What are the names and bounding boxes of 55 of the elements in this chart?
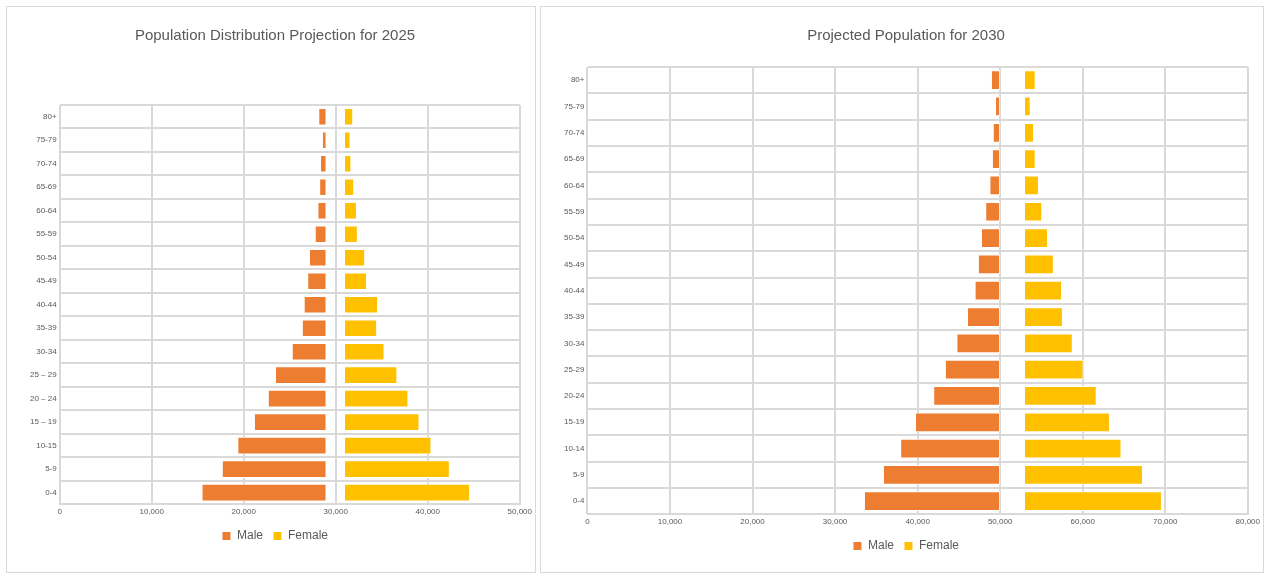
chart-title: Projected Population for 2030 — [807, 26, 1005, 44]
y-tick-label: 65-69 — [563, 154, 585, 164]
y-tick-label: 5-9 — [45, 464, 58, 474]
legend-label: Male — [236, 528, 264, 543]
x-tick-label: 50,000 — [507, 507, 533, 517]
legend-label: Male — [867, 538, 895, 553]
y-tick-label: 20-24 — [563, 391, 585, 401]
y-tick-label: 50-54 — [36, 252, 58, 262]
x-tick-label: 0 — [585, 517, 591, 527]
y-tick-label: 0-4 — [45, 487, 58, 497]
y-tick-label: 35-39 — [36, 323, 58, 333]
y-tick-label: 80+ — [43, 111, 58, 121]
y-tick-label: 40-44 — [563, 285, 585, 295]
x-tick-label: 10,000 — [139, 507, 165, 517]
y-tick-label: 75-79 — [563, 101, 585, 111]
y-tick-label: 30-34 — [563, 338, 585, 348]
x-tick-label: 20,000 — [740, 517, 766, 527]
x-tick-label: 40,000 — [905, 517, 931, 527]
y-tick-label: 55-59 — [563, 206, 585, 216]
y-tick-label: 35-39 — [563, 312, 585, 322]
x-tick-label: 0 — [57, 507, 63, 517]
x-tick-label: 50,000 — [987, 517, 1013, 527]
y-tick-label: 45-49 — [563, 259, 585, 269]
y-tick-label: 30-34 — [36, 346, 58, 356]
y-tick-label: 15-19 — [563, 417, 585, 427]
y-tick-label: 80+ — [570, 75, 585, 85]
y-tick-label: 60-64 — [563, 180, 585, 190]
y-tick-label: 40-44 — [36, 299, 58, 309]
x-tick-label: 80,000 — [1235, 517, 1261, 527]
x-tick-label: 30,000 — [323, 507, 349, 517]
x-tick-label: 20,000 — [231, 507, 257, 517]
y-tick-label: 55-59 — [36, 229, 58, 239]
legend-label: Female — [288, 528, 329, 543]
x-tick-label: 10,000 — [657, 517, 683, 527]
y-tick-label: 0-4 — [572, 496, 586, 506]
y-tick-label: 45-49 — [36, 276, 58, 286]
y-tick-label: 50-54 — [563, 233, 585, 243]
y-tick-label: 15 – 19 — [29, 417, 58, 427]
y-tick-label: 10-14 — [563, 443, 585, 453]
x-tick-label: 30,000 — [822, 517, 848, 527]
y-tick-label: 25-29 — [563, 364, 585, 374]
y-tick-label: 5-9 — [572, 470, 586, 480]
chart-title: Population Distribution Projection for 2025 — [134, 26, 416, 44]
y-tick-label: 10-15 — [36, 440, 58, 450]
x-tick-label: 60,000 — [1070, 517, 1096, 527]
y-tick-label: 20 – 24 — [29, 393, 58, 403]
x-tick-label: 40,000 — [415, 507, 441, 517]
y-tick-label: 70-74 — [36, 158, 58, 168]
y-tick-label: 65-69 — [36, 182, 58, 192]
y-tick-label: 70-74 — [563, 128, 585, 137]
y-tick-label: 75-79 — [36, 135, 58, 145]
y-tick-label: 25 – 29 — [29, 370, 58, 380]
legend-label: Female — [919, 538, 960, 553]
y-tick-label: 60-64 — [36, 205, 58, 215]
x-tick-label: 70,000 — [1152, 517, 1179, 527]
